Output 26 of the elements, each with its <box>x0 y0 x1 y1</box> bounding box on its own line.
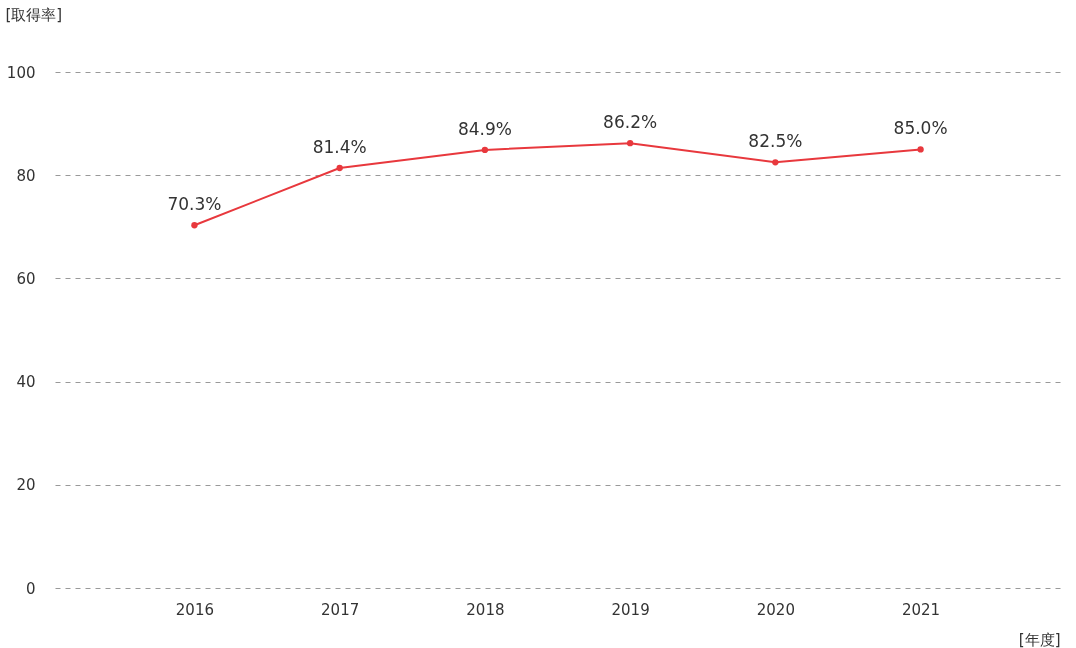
point <box>481 146 489 154</box>
data-label: 70.3% <box>167 194 222 215</box>
data-label: 82.5% <box>748 131 803 152</box>
y-tick-label: 0 <box>25 579 36 598</box>
x-tick-label: 2020 <box>756 600 795 619</box>
data-label: 81.4% <box>312 136 367 157</box>
y-tick-label: 40 <box>16 373 36 392</box>
y-axis-title: [取得率] <box>5 5 63 24</box>
data-label: 86.2% <box>603 112 658 133</box>
data-label: 85.0% <box>893 118 948 139</box>
y-tick-label: 80 <box>16 166 36 185</box>
point <box>191 222 198 229</box>
y-tick-label: 100 <box>6 63 36 82</box>
x-axis-title: [年度] <box>1018 630 1061 648</box>
x-tick-label: 2021 <box>901 600 941 619</box>
y-tick-label: 20 <box>16 476 36 495</box>
data-label: 84.9% <box>457 118 512 139</box>
point <box>626 140 634 147</box>
point <box>772 159 779 166</box>
point <box>917 146 924 153</box>
point <box>336 164 343 172</box>
x-tick-label: 2018 <box>466 600 505 619</box>
x-tick-label: 2019 <box>611 600 650 619</box>
y-tick-label: 60 <box>16 269 36 288</box>
x-tick-label: 2017 <box>321 600 360 619</box>
x-tick-label: 2016 <box>175 600 215 619</box>
